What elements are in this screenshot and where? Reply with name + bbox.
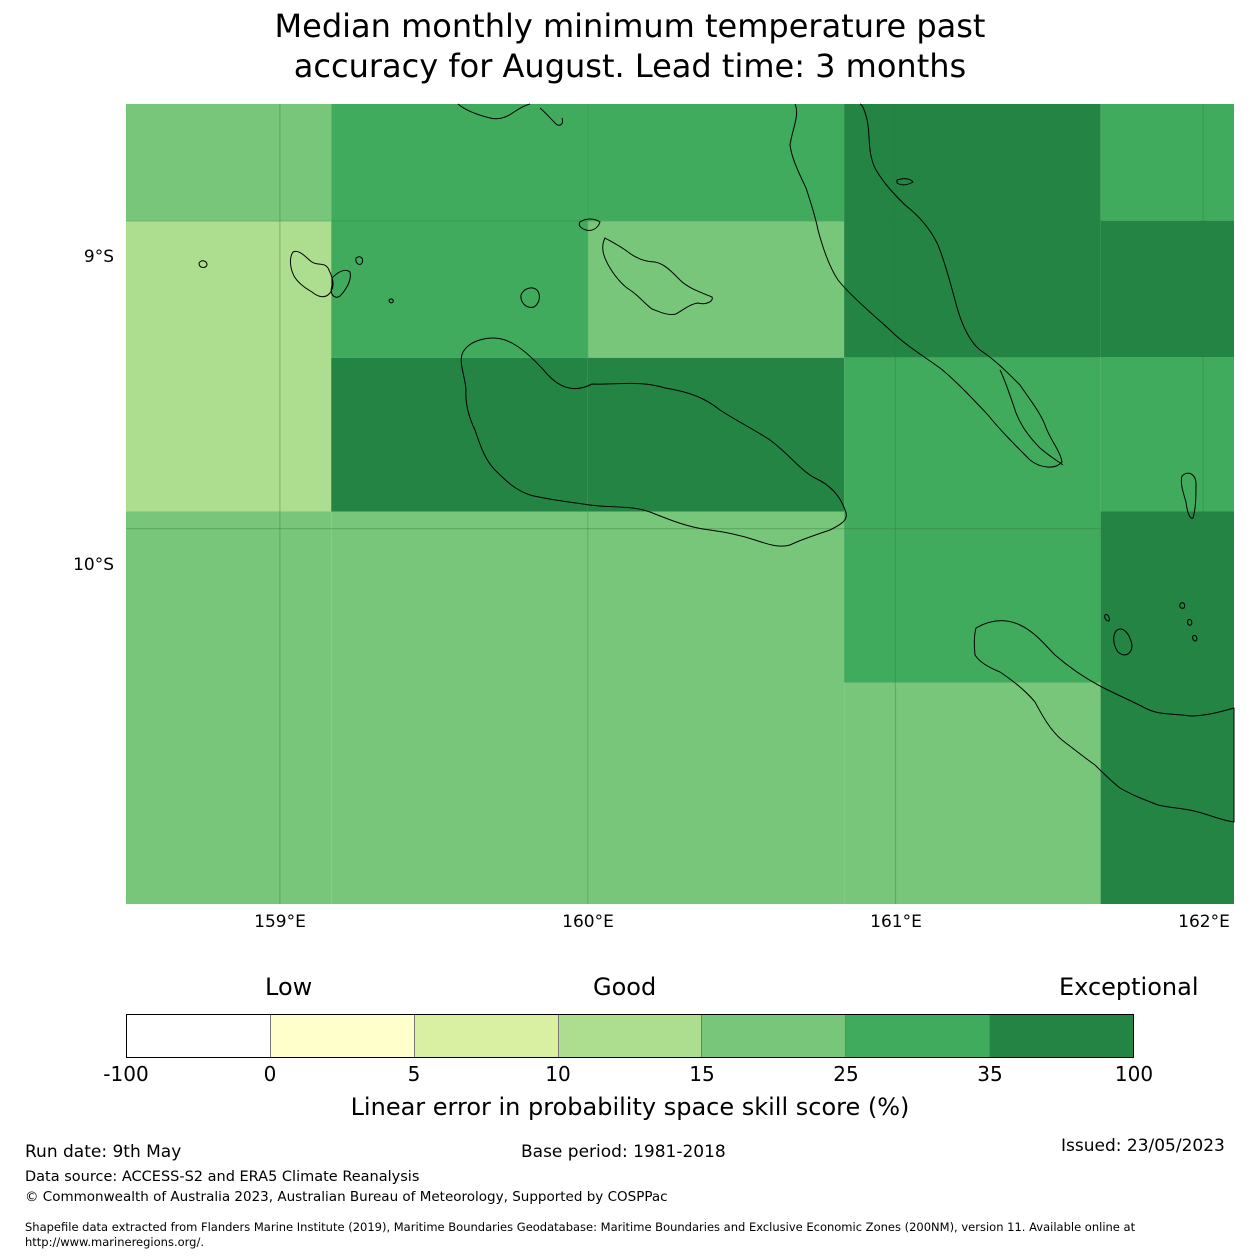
colorbar-segment [846,1015,991,1057]
skill-cell [844,357,1101,683]
coastline-north-fragment-c [896,178,914,186]
colorbar-tick: 25 [833,1062,859,1086]
coastline-new-georgia-fragment-b [330,269,351,298]
colorbar-tick: 15 [689,1062,715,1086]
colorbar-tick: 100 [1114,1062,1154,1086]
coastline-makira [973,620,1235,823]
map-title-line-2: accuracy for August. Lead time: 3 months [293,47,967,85]
coastline-islet-d [1179,602,1186,609]
colorbar-segment [990,1015,1134,1057]
skill-cell [331,104,588,358]
shapefile-credit-line-1: Shapefile data extracted from Flanders M… [25,1220,1136,1234]
colorbar [126,1014,1134,1058]
data-source: Data source: ACCESS-S2 and ERA5 Climate … [25,1169,420,1185]
legend-label-exceptional: Exceptional [1059,973,1199,1001]
coastline-malaita-arm [999,369,1064,466]
colorbar-tick: -100 [103,1062,149,1086]
colorbar-segment [127,1015,271,1057]
graticule-layer [126,104,1234,904]
map-title: Median monthly minimum temperature past … [0,6,1260,86]
skill-cell [1100,104,1234,221]
skill-cell [331,357,588,512]
skill-cell [126,104,332,221]
coastline-islet-west [198,260,208,268]
colorbar-segment [558,1015,703,1057]
coastline-islet-e [1187,619,1193,626]
skill-cell [1100,357,1234,512]
coastline-north-fragment-b [539,107,563,126]
legend-label-low: Low [265,973,313,1001]
coastline-north-fragment-a [457,103,531,120]
map-panel [126,103,1235,904]
legend-label-good: Good [593,973,657,1001]
coastline-islet-f [1192,635,1198,642]
colorbar-tick: 0 [263,1062,277,1086]
coastline-small-island-a [578,218,601,231]
lat-label-9s: 9°S [83,247,114,267]
skill-cell [844,682,1101,904]
coastline-islet-c [1104,614,1110,622]
colorbar-segment [414,1015,559,1057]
coastline-guadalcanal [460,337,847,547]
skill-cell [587,220,845,358]
lon-label-162e: 162°E [1178,912,1230,932]
skill-cell [587,104,845,221]
skill-cell [587,511,845,904]
colorbar-tick: 10 [545,1062,571,1086]
colorbar-axis-label: Linear error in probability space skill … [350,1093,910,1121]
colorbar-tick: 5 [407,1062,421,1086]
coastline-small-east-island [1180,472,1197,519]
skill-cell [844,104,1101,358]
map-title-line-1: Median monthly minimum temperature past [274,7,986,45]
coastline-new-georgia-fragment-c [355,256,363,265]
lat-label-10s: 10°S [73,555,114,575]
coastline-new-georgia-fragment-a [290,250,334,298]
colorbar-tick: 35 [977,1062,1003,1086]
coastline-ugi-island [1113,628,1133,656]
skill-cells-layer [126,104,1234,904]
shapefile-credit-line-2: http://www.marineregions.org/. [25,1235,204,1249]
skill-cell [126,220,332,512]
copyright: © Commonwealth of Australia 2023, Austra… [25,1189,668,1205]
coastline-santa-isabel [789,103,1063,468]
coastline-small-island-b [520,287,540,308]
lon-label-159e: 159°E [254,912,306,932]
skill-cell [1100,220,1234,358]
lon-label-160e: 160°E [562,912,614,932]
colorbar-segment [702,1015,847,1057]
base-period: Base period: 1981-2018 [521,1142,726,1162]
lon-label-161e: 161°E [870,912,922,932]
issued-date: Issued: 23/05/2023 [1061,1136,1225,1156]
coastline-layer [198,103,1235,823]
colorbar-segment [270,1015,415,1057]
coastline-islet-b [388,298,394,304]
skill-cell [1100,511,1234,904]
skill-cell [126,511,332,904]
skill-cell [331,511,588,904]
coastline-florida-islands [602,237,713,315]
skill-cell [587,357,845,512]
run-date: Run date: 9th May [25,1142,182,1162]
